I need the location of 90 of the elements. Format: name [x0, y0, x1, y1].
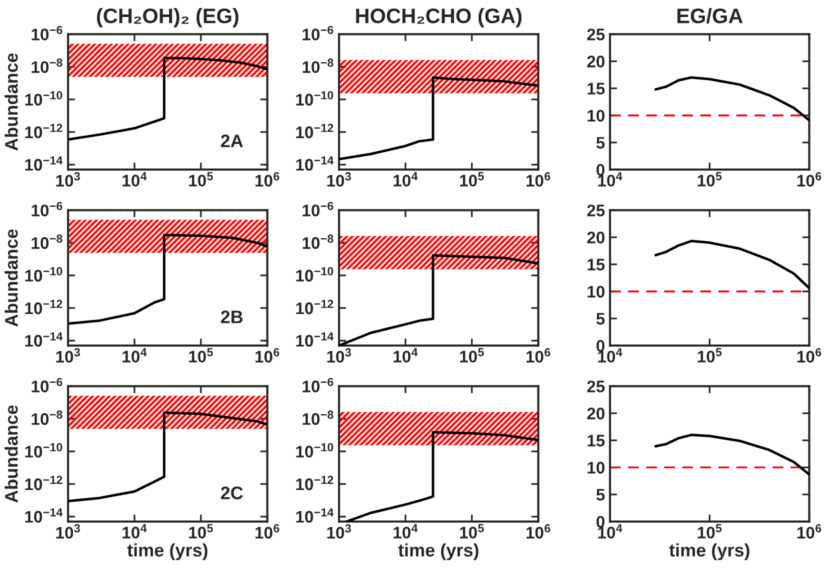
y-tick-label: 10$^{−6}$	[302, 202, 334, 216]
x-tick-label: 10$^{4}$	[122, 524, 147, 539]
annotation: 2C	[220, 486, 243, 500]
y-axis-title: Abundance	[4, 53, 18, 151]
y-tick-label: 20	[587, 232, 604, 244]
x-tick-label: 10$^{4}$	[122, 348, 147, 363]
x-tick-label: 10$^{3}$	[56, 348, 80, 363]
x-axis-title: time (yrs)	[669, 543, 750, 560]
x-tick-label: 10$^{6}$	[797, 172, 822, 187]
y-tick-label: 10$^{−12}$	[25, 300, 62, 314]
y-tick-label: 10$^{−10}$	[296, 443, 334, 458]
x-tick-label: 10$^{6}$	[256, 348, 280, 363]
x-tick-label: 10$^{3}$	[327, 172, 351, 187]
y-tick-label: 15	[588, 82, 605, 95]
y-tick-label: 10$^{−8}$	[302, 410, 334, 425]
y-tick-label: 10$^{−14}$	[25, 332, 63, 347]
y-tick-label: 10	[588, 286, 604, 298]
y-tick-label: 10$^{−10}$	[25, 443, 62, 458]
y-tick-label: 5	[596, 137, 605, 149]
x-tick-label: 10$^{6}$	[256, 524, 280, 539]
y-tick-label: 15	[588, 258, 605, 271]
x-tick-label: 10$^{5}$	[698, 348, 722, 363]
y-tick-label: 10$^{−14}$	[296, 332, 334, 347]
y-tick-label: 25	[587, 380, 605, 392]
y-tick-label: 10$^{−6}$	[302, 26, 334, 40]
y-tick-label: 10	[588, 110, 604, 122]
y-tick-label: 10$^{−8}$	[32, 234, 62, 249]
y-tick-label: 10$^{−10}$	[25, 267, 62, 282]
chart-title: HOCH₂CHO (GA)	[356, 8, 522, 28]
y-tick-label: 10$^{−14}$	[296, 508, 334, 523]
x-tick-label: 10$^{3}$	[56, 524, 80, 539]
y-tick-label: 20	[587, 408, 604, 420]
x-tick-label: 10$^{6}$	[256, 172, 280, 187]
x-tick-label: 10$^{6}$	[526, 172, 550, 187]
x-tick-label: 10$^{4}$	[122, 172, 147, 187]
x-tick-label: 10$^{3}$	[327, 348, 351, 363]
annotation: 2B	[220, 310, 243, 324]
chart-title: EG/GA	[677, 8, 743, 24]
annotation: 2A	[220, 134, 243, 148]
y-tick-label: 10$^{−8}$	[32, 410, 62, 425]
y-tick-label: 5	[596, 489, 605, 501]
x-tick-label: 10$^{3}$	[56, 172, 80, 187]
y-tick-label: 10	[588, 462, 604, 474]
y-axis-title: Abundance	[4, 405, 18, 503]
y-tick-label: 10$^{−6}$	[302, 378, 334, 392]
y-tick-label: 25	[587, 204, 605, 216]
chart-title: (CH₂OH)₂ (EG)	[96, 8, 238, 28]
x-tick-label: 10$^{6}$	[526, 348, 550, 363]
y-tick-label: 10$^{−12}$	[25, 124, 62, 138]
x-tick-label: 10$^{5}$	[189, 172, 213, 187]
y-tick-label: 10$^{−12}$	[296, 476, 334, 490]
x-tick-label: 10$^{4}$	[394, 524, 418, 539]
x-tick-label: 10$^{4}$	[394, 172, 418, 187]
y-tick-label: 15	[588, 434, 605, 447]
y-tick-label: 0	[596, 164, 604, 176]
x-tick-label: 10$^{6}$	[526, 524, 550, 539]
x-tick-label: 10$^{3}$	[327, 524, 351, 539]
y-tick-label: 10$^{−14}$	[25, 156, 63, 171]
y-tick-label: 10$^{−14}$	[296, 156, 334, 171]
x-tick-label: 10$^{5}$	[189, 524, 213, 539]
y-tick-label: 10$^{−10}$	[296, 91, 334, 106]
y-tick-label: 10$^{−12}$	[25, 476, 62, 490]
y-tick-label: 10$^{−10}$	[296, 267, 334, 282]
y-tick-label: 25	[587, 28, 605, 40]
y-tick-label: 0	[596, 516, 604, 528]
x-tick-label: 10$^{5}$	[698, 524, 722, 539]
x-axis-title: time (yrs)	[127, 543, 208, 560]
x-tick-label: 10$^{5}$	[460, 172, 484, 187]
x-tick-label: 10$^{5}$	[460, 348, 484, 363]
y-tick-label: 0	[596, 340, 604, 352]
y-tick-label: 20	[587, 56, 604, 68]
y-tick-label: 10$^{−8}$	[302, 234, 334, 249]
y-tick-label: 10$^{−12}$	[296, 124, 334, 138]
y-tick-label: 10$^{−10}$	[25, 91, 62, 106]
y-tick-label: 10$^{−14}$	[25, 508, 63, 523]
x-tick-label: 10$^{4}$	[394, 348, 418, 363]
x-tick-label: 10$^{6}$	[797, 524, 822, 539]
y-tick-label: 10$^{−8}$	[32, 58, 62, 73]
y-tick-label: 10$^{−6}$	[32, 378, 62, 392]
x-axis-title: time (yrs)	[398, 543, 478, 560]
y-tick-label: 10$^{−8}$	[302, 58, 334, 73]
y-axis-title: Abundance	[4, 229, 18, 327]
y-tick-label: 10$^{−6}$	[32, 202, 62, 216]
y-tick-label: 10$^{−6}$	[32, 26, 62, 40]
x-tick-label: 10$^{6}$	[797, 348, 822, 363]
x-tick-label: 10$^{5}$	[189, 348, 213, 363]
y-tick-label: 10$^{−12}$	[296, 300, 334, 314]
x-tick-label: 10$^{5}$	[460, 524, 484, 539]
x-tick-label: 10$^{5}$	[698, 172, 722, 187]
y-tick-label: 5	[596, 313, 605, 325]
